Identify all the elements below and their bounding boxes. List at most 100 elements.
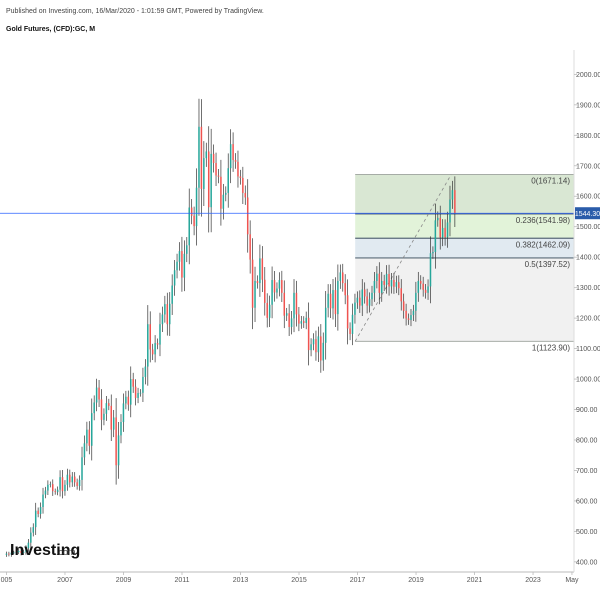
fib-level-label: 0.5(1397.52) — [525, 260, 571, 269]
candle-body — [210, 153, 212, 208]
y-tick-label: 800.00 — [576, 437, 598, 444]
candle-body — [427, 286, 429, 293]
candle — [108, 398, 110, 411]
candle-body — [373, 280, 376, 293]
candle-body — [144, 366, 147, 377]
y-tick-label: 1300.00 — [576, 285, 600, 292]
fib-level-label: 1(1123.90) — [532, 343, 570, 352]
candle-body — [346, 295, 349, 329]
candle — [47, 480, 49, 495]
candle — [37, 507, 39, 518]
candle-body — [142, 376, 144, 393]
candle-body — [249, 234, 251, 260]
candle-body — [329, 293, 332, 309]
candle — [120, 414, 122, 444]
candle — [251, 238, 254, 330]
candle-body — [200, 126, 203, 189]
candle — [327, 284, 329, 318]
candle-body — [37, 510, 39, 515]
candle — [417, 271, 420, 302]
candle — [69, 469, 71, 488]
candle-body — [356, 297, 359, 303]
candle-body — [320, 336, 322, 361]
candle — [34, 502, 37, 535]
x-tick-label: 2009 — [116, 577, 132, 584]
candle-body — [105, 403, 108, 414]
candle — [13, 550, 15, 555]
candle-body — [327, 293, 329, 308]
candle — [376, 266, 378, 289]
candle-body — [415, 292, 417, 311]
candle — [349, 322, 351, 341]
candle-body — [117, 435, 120, 466]
candle — [176, 253, 178, 279]
candle — [56, 486, 59, 496]
candle — [419, 275, 422, 290]
candle — [22, 549, 25, 556]
candle-body — [30, 532, 32, 543]
candle-body — [100, 399, 103, 420]
candle-body — [183, 253, 186, 278]
candle-body — [388, 273, 390, 287]
candle — [220, 159, 222, 226]
candle-body — [271, 280, 273, 305]
candle-body — [10, 552, 13, 555]
candle-body — [407, 318, 410, 320]
candle — [52, 479, 54, 496]
candle-body — [454, 190, 456, 214]
candle — [254, 266, 256, 322]
fib-level-label: 0(1671.14) — [531, 177, 570, 186]
candle — [225, 186, 227, 202]
candle-body — [112, 417, 115, 430]
candle-body — [307, 317, 310, 351]
candle — [39, 502, 42, 519]
candlestick-series — [5, 98, 456, 557]
candle — [385, 265, 388, 294]
candle — [405, 303, 407, 326]
candle-body — [337, 280, 339, 315]
candle-body — [366, 296, 368, 306]
candle — [278, 272, 281, 297]
candle — [422, 276, 424, 297]
candle — [137, 387, 139, 404]
candle-body — [439, 217, 441, 238]
candle-body — [376, 273, 378, 281]
candle-body — [161, 314, 164, 325]
candle-body — [103, 413, 105, 420]
candle-body — [332, 290, 334, 309]
candle-body — [315, 339, 317, 353]
candle-body — [205, 151, 208, 159]
candle-body — [276, 288, 278, 293]
candle-body — [378, 273, 381, 293]
candle — [451, 180, 454, 209]
candle-body — [186, 245, 188, 254]
candle — [203, 141, 205, 207]
candle — [168, 292, 171, 336]
candle — [105, 396, 108, 421]
candle — [190, 199, 193, 225]
candle — [244, 185, 247, 205]
candle-body — [93, 402, 95, 414]
candle — [198, 98, 200, 216]
candle — [222, 183, 225, 220]
candle — [183, 240, 186, 292]
candle-body — [125, 396, 127, 404]
candle — [312, 333, 315, 351]
candle-body — [400, 288, 402, 302]
candle — [363, 282, 366, 304]
chart-header: Published on Investing.com, 16/Mar/2020 … — [6, 8, 566, 33]
candle-body — [361, 289, 364, 306]
candle-body — [217, 175, 220, 177]
candle — [122, 393, 125, 432]
candle — [164, 295, 166, 323]
candle-body — [312, 339, 315, 345]
candle — [5, 551, 8, 557]
candle-body — [61, 477, 64, 492]
candle — [400, 279, 402, 311]
candle-body — [417, 280, 420, 293]
candle — [173, 259, 176, 296]
candle — [395, 275, 398, 294]
candle — [351, 303, 354, 346]
candle — [432, 246, 434, 259]
